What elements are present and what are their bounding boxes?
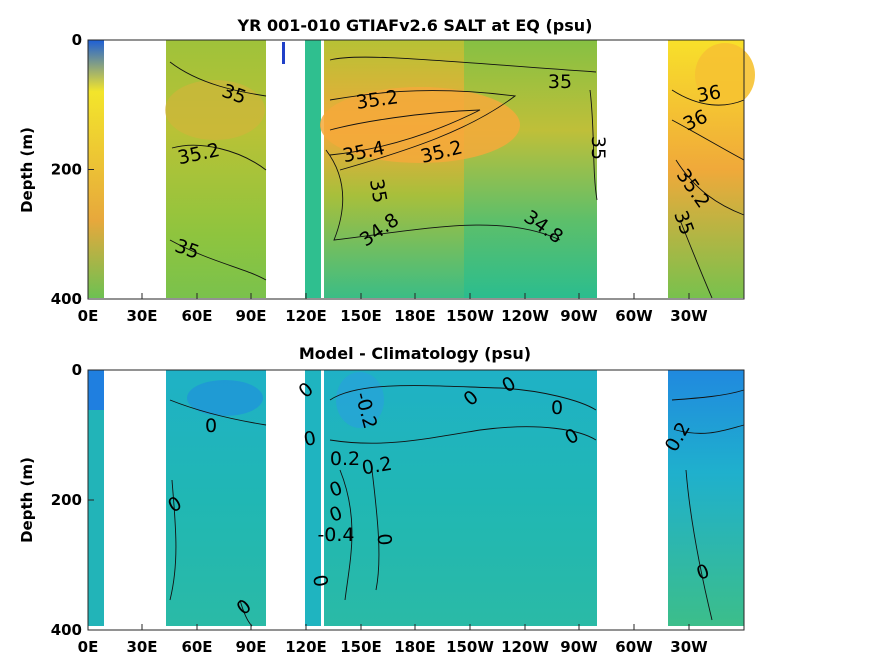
panel2-indian-anomaly xyxy=(187,380,263,416)
panel2-ytick-label: 400 xyxy=(51,621,82,639)
panel1-high-salinity-core xyxy=(320,87,520,163)
panel2-region-maritime xyxy=(305,370,321,626)
panel1-ylabel: Depth (m) xyxy=(18,127,36,213)
panel1-ytick-label: 0 xyxy=(72,31,82,49)
panel2-contour-label: 0.2 xyxy=(360,453,394,480)
panel2-xtick-label: 150W xyxy=(446,638,494,656)
panel2-xtick-label: 30W xyxy=(670,638,708,656)
panel1-xtick-label: 120E xyxy=(285,307,327,325)
panel1-region-west xyxy=(88,40,104,298)
panel2-contour-label: -0.4 xyxy=(317,524,354,546)
panel1-contour-label: 35 xyxy=(548,71,572,93)
panel1-contour-label: 35 xyxy=(587,136,609,160)
panel1-ticks: 0E 30E 60E 90E 120E 150E 180E 150W 120W 90W 60W 30W… xyxy=(51,31,708,325)
panel1-xtick-label: 150E xyxy=(340,307,382,325)
panel1-contour-line xyxy=(169,61,267,97)
panel2-contour-line xyxy=(169,399,267,426)
panel1-region-pacific-east xyxy=(464,40,597,298)
panel1-field xyxy=(88,40,755,298)
panel2-region-west xyxy=(88,370,104,626)
panel1-contour-label: 35 xyxy=(365,177,391,205)
panel1-xtick-label: 90W xyxy=(560,307,598,325)
panel-salinity: YR 001-010 GTIAFv2.6 SALT at EQ (psu) xyxy=(18,16,755,325)
panel2-contour-line xyxy=(671,389,745,401)
panel1-ytick-label: 400 xyxy=(51,290,82,308)
panel2-contour-line xyxy=(685,469,713,621)
panel2-contour-label: 0.2 xyxy=(330,448,360,470)
panel1-contour-line xyxy=(329,90,517,171)
panel1-region-pacific-west xyxy=(324,40,464,298)
panel1-contour-line xyxy=(671,89,745,106)
panel2-contour-line xyxy=(675,424,745,434)
panel1-contour-line xyxy=(679,219,713,299)
panel1-xtick-label: 30E xyxy=(126,307,157,325)
panel1-indian-core xyxy=(165,80,265,140)
panel2-contour-label: 0 xyxy=(308,573,332,589)
panel2-contour-line xyxy=(339,469,353,601)
panel2-xtick-label: 0E xyxy=(78,638,99,656)
panel2-xtick-label: 120W xyxy=(501,638,549,656)
panel2-region-west-top xyxy=(88,370,104,410)
panel2-xtick-label: 90E xyxy=(235,638,266,656)
panel2-contour-line xyxy=(329,385,597,411)
panel2-contour-label: 0 xyxy=(302,427,318,451)
panel1-contour-line xyxy=(671,119,745,161)
panel1-atl-core xyxy=(695,43,755,107)
panel2-xtick-label: 60E xyxy=(181,638,212,656)
panel1-contour-line xyxy=(171,144,267,171)
panel1-region-maritime xyxy=(305,40,321,298)
panel2-ticks: 0E 30E 60E 90E 120E 150E 180E 150W 120W 90W 60W 30W… xyxy=(51,361,708,656)
panel2-title: Model - Climatology (psu) xyxy=(299,344,531,363)
panel1-xtick-label: 90E xyxy=(235,307,266,325)
panel1-surface-fresh xyxy=(282,42,285,64)
panel2-region-atlantic xyxy=(668,370,744,626)
panel1-contours xyxy=(169,56,745,299)
panel1-xtick-label: 30W xyxy=(670,307,708,325)
panel2-contour-label: 0 xyxy=(551,397,563,419)
panel1-contour-line xyxy=(589,89,598,201)
panel2-contour-line xyxy=(371,469,380,591)
panel1-contour-line xyxy=(169,239,267,281)
panel1-contour-label: 36 xyxy=(695,81,723,107)
panel1-xtick-label: 120W xyxy=(501,307,549,325)
panel2-xtick-label: 60W xyxy=(615,638,653,656)
panel2-pacific-anomaly xyxy=(336,372,384,428)
panel1-contour-line xyxy=(325,149,561,241)
panel1-contour-line xyxy=(329,109,481,156)
panel1-xtick-label: 0E xyxy=(78,307,99,325)
panel1-title: YR 001-010 GTIAFv2.6 SALT at EQ (psu) xyxy=(237,16,593,35)
panel2-contour-line xyxy=(329,426,597,444)
panel2-ytick-label: 0 xyxy=(72,361,82,379)
panel2-field xyxy=(88,370,744,626)
panel1-xtick-label: 180E xyxy=(394,307,436,325)
panel-difference: Model - Climatology (psu) 0 0 xyxy=(18,344,745,656)
panel1-xtick-label: 60E xyxy=(181,307,212,325)
panel2-xtick-label: 120E xyxy=(285,638,327,656)
panel2-xtick-label: 90W xyxy=(560,638,598,656)
panel1-xtick-label: 60W xyxy=(615,307,653,325)
panel1-contour-line xyxy=(675,159,745,216)
panel2-xtick-label: 150E xyxy=(340,638,382,656)
panel2-contours xyxy=(169,385,745,627)
panel2-ylabel: Depth (m) xyxy=(18,457,36,543)
panel1-contour-line xyxy=(329,56,597,73)
panel1-ytick-label: 200 xyxy=(51,161,82,179)
panel2-xtick-label: 30E xyxy=(126,638,157,656)
panel2-contour-label: 0 xyxy=(372,532,395,546)
panel2-contour-label: 0 xyxy=(205,415,217,437)
panel2-xtick-label: 180E xyxy=(394,638,436,656)
panel1-xtick-label: 150W xyxy=(446,307,494,325)
panel2-ytick-label: 200 xyxy=(51,491,82,509)
panel2-contour-line xyxy=(169,479,177,601)
